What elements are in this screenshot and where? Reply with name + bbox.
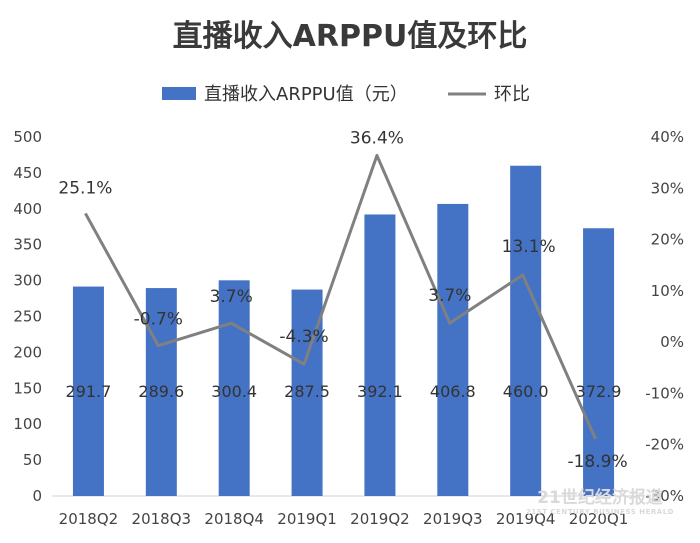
x-axis-tick-label: 2019Q3 xyxy=(423,510,483,528)
legend-line-label: 环比 xyxy=(494,84,530,105)
line-value-label: 3.7% xyxy=(428,286,471,306)
x-axis-tick-label: 2018Q2 xyxy=(59,510,119,528)
bar xyxy=(437,203,469,496)
left-axis-tick-label: 450 xyxy=(13,164,42,182)
x-axis-tick-label: 2020Q1 xyxy=(569,510,629,528)
line-value-label: -0.7% xyxy=(134,310,183,330)
watermark-text: 21世纪经济报道 xyxy=(537,487,663,508)
left-axis-tick-label: 50 xyxy=(23,451,42,469)
x-axis: 2018Q2 2018Q3 2018Q4 2019Q1 2019Q2 2019Q3 2019… xyxy=(52,495,635,528)
right-axis-tick-label: -30% xyxy=(645,487,684,505)
x-axis-tick-label: 2018Q4 xyxy=(204,510,264,528)
right-axis-tick-label: 0% xyxy=(660,333,684,351)
bar-value-labels: 291.7 289.6 300.4 287.5 392.1 406.8 460.0 372.9 xyxy=(66,382,622,401)
right-axis-tick-label: 10% xyxy=(651,282,684,300)
bar-value-label: 460.0 xyxy=(503,382,549,401)
line-value-label: -18.9% xyxy=(567,452,627,472)
line-value-label: 36.4% xyxy=(350,128,404,148)
bar-value-label: 289.6 xyxy=(138,382,184,401)
x-axis-tick-label: 2018Q3 xyxy=(132,510,192,528)
bar xyxy=(145,288,177,496)
bar-value-label: 406.8 xyxy=(430,382,476,401)
line-path xyxy=(84,153,597,440)
bar xyxy=(218,280,250,496)
line-series xyxy=(84,153,597,440)
line-value-label: 13.1% xyxy=(502,237,556,257)
legend-bar-label: 直播收入ARPPU值（元） xyxy=(204,84,408,105)
left-axis-tick-label: 350 xyxy=(13,236,42,254)
x-axis-tick-label: 2019Q1 xyxy=(277,510,337,528)
bar-value-label: 291.7 xyxy=(66,382,112,401)
left-axis-tick-label: 500 xyxy=(13,128,42,146)
x-axis-tick-label: 2019Q4 xyxy=(496,510,556,528)
left-axis-tick-label: 400 xyxy=(13,200,42,218)
left-axis: 0 50 100 150 200 250 300 350 400 450 500 xyxy=(13,128,42,505)
bar-value-label: 392.1 xyxy=(357,382,403,401)
line-value-labels: 25.1% -0.7% 3.7% -4.3% 36.4% 3.7% 13.1% -18.9% xyxy=(58,128,627,472)
bar xyxy=(510,165,542,496)
right-axis-tick-label: 20% xyxy=(651,231,684,249)
right-axis-tick-label: -10% xyxy=(645,384,684,402)
line-value-label: 3.7% xyxy=(210,287,253,307)
x-axis-tick-label: 2019Q2 xyxy=(350,510,410,528)
line-value-label: 25.1% xyxy=(58,178,112,198)
right-axis-tick-label: 40% xyxy=(651,128,684,146)
watermark: 21世纪经济报道 21ST CENTURY BUSINESS HERALD xyxy=(526,487,674,516)
bar xyxy=(583,228,615,496)
line-value-label: -4.3% xyxy=(279,327,328,347)
bar-series xyxy=(72,165,615,496)
bar xyxy=(72,286,104,496)
bar xyxy=(364,214,396,496)
left-axis-tick-label: 0 xyxy=(32,487,42,505)
right-axis-tick-label: 30% xyxy=(651,179,684,197)
bar-value-label: 287.5 xyxy=(284,382,330,401)
left-axis-tick-label: 250 xyxy=(13,308,42,326)
left-axis-tick-label: 150 xyxy=(13,379,42,397)
legend: 直播收入ARPPU值（元） 环比 xyxy=(162,84,530,105)
watermark-subtext: 21ST CENTURY BUSINESS HERALD xyxy=(526,508,674,516)
right-axis: -30% -20% -10% 0% 10% 20% 30% 40% xyxy=(645,128,684,505)
right-axis-tick-label: -20% xyxy=(645,436,684,454)
legend-bar-swatch xyxy=(162,87,196,100)
left-axis-tick-label: 300 xyxy=(13,272,42,290)
bar-value-label: 372.9 xyxy=(576,382,622,401)
left-axis-tick-label: 200 xyxy=(13,343,42,361)
left-axis-tick-label: 100 xyxy=(13,415,42,433)
bar-value-label: 300.4 xyxy=(211,382,257,401)
chart-title: 直播收入ARPPU值及环比 xyxy=(173,19,528,54)
